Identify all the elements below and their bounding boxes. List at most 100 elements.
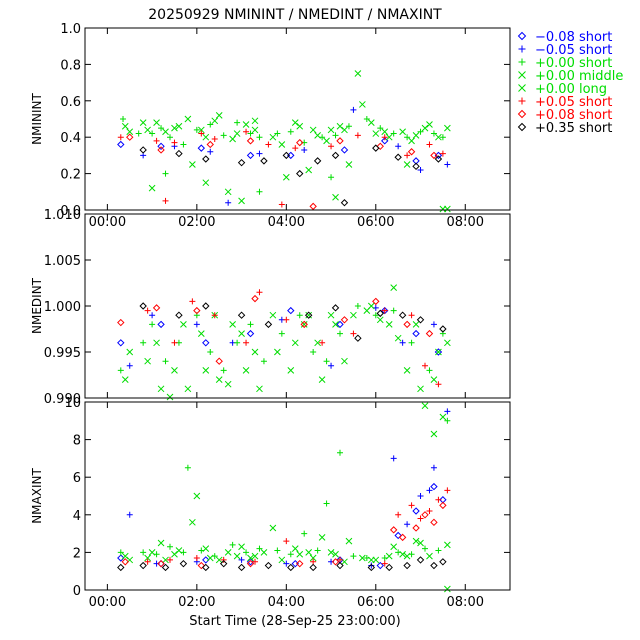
data-point-series-4 (153, 339, 160, 347)
data-point-series-3 (332, 193, 339, 201)
data-point-series-7 (179, 559, 188, 568)
data-point-series-7 (430, 561, 438, 570)
data-point-series-2 (408, 339, 415, 346)
data-point-series-7 (287, 563, 295, 572)
data-point-series-4 (278, 556, 286, 564)
data-point-series-7 (340, 199, 349, 207)
panel-nmedint: 0.990 0.995 1.000 1.005 1.010 NMEDINT (30, 208, 511, 407)
data-point-series-3 (309, 126, 317, 134)
data-point-series-4 (444, 541, 451, 549)
data-point-series-4 (211, 117, 219, 125)
data-point-series-1 (390, 455, 397, 462)
x-tick-label: 08:00 (447, 595, 484, 610)
data-point-series-1 (149, 312, 156, 319)
data-point-series-1 (301, 146, 308, 153)
data-point-series-3 (144, 554, 151, 562)
data-point-series-5 (319, 339, 326, 346)
data-point-series-2 (337, 449, 343, 456)
data-point-series-2 (404, 134, 411, 141)
legend-marker (517, 31, 527, 41)
data-point-series-2 (158, 125, 165, 132)
data-points (117, 284, 451, 401)
data-point-series-0 (117, 339, 125, 347)
data-point-series-5 (381, 560, 388, 567)
data-point-series-3 (202, 179, 210, 187)
data-point-series-4 (175, 547, 183, 554)
x-tick-label: 08:00 (447, 215, 484, 230)
data-point-series-0 (434, 348, 443, 356)
legend-marker (518, 45, 526, 53)
data-point-series-4 (430, 376, 438, 383)
data-point-series-6 (152, 304, 161, 312)
data-point-series-2 (220, 132, 227, 139)
data-point-series-6 (340, 316, 349, 324)
data-point-series-3 (171, 124, 178, 132)
data-point-series-6 (372, 297, 380, 306)
x-tick-label: 06:00 (357, 595, 394, 610)
data-point-series-6 (251, 294, 259, 303)
data-point-series-4 (224, 380, 232, 388)
data-point-series-0 (157, 142, 165, 151)
data-point-series-5 (350, 330, 357, 337)
data-point-series-4 (444, 339, 451, 347)
data-point-series-5 (144, 307, 151, 314)
data-point-series-6 (126, 133, 134, 141)
data-point-series-2 (162, 358, 169, 365)
data-point-series-3 (385, 552, 393, 560)
data-point-series-3 (144, 126, 151, 134)
data-point-series-3 (318, 376, 326, 383)
data-point-series-7 (139, 146, 147, 154)
data-point-series-3 (224, 549, 232, 556)
data-point-series-4 (309, 554, 317, 562)
data-point-series-4 (139, 119, 147, 126)
y-tick-label: 6 (73, 471, 81, 486)
data-point-series-2 (354, 303, 361, 309)
data-point-series-0 (394, 531, 402, 540)
data-point-series-0 (157, 320, 165, 329)
data-point-series-2 (256, 134, 263, 141)
data-point-series-3 (439, 413, 447, 421)
data-point-series-5 (435, 496, 442, 503)
data-point-series-4 (327, 311, 335, 319)
data-point-series-7 (313, 157, 322, 165)
data-point-series-7 (139, 561, 147, 570)
data-point-series-3 (269, 524, 277, 532)
y-axis-label: NMAXINT (30, 468, 44, 524)
data-point-series-6 (430, 151, 438, 160)
data-point-series-4 (341, 357, 348, 365)
legend-label: +0.00 short (535, 56, 612, 71)
data-point-series-3 (305, 549, 313, 556)
data-point-series-7 (385, 563, 393, 572)
y-tick-label: 10 (64, 396, 81, 411)
data-point-series-6 (403, 320, 411, 329)
data-point-series-2 (207, 349, 214, 355)
legend-marker (517, 109, 527, 119)
data-point-series-4 (381, 128, 389, 136)
data-point-series-1 (207, 148, 214, 155)
data-point-series-4 (269, 133, 277, 141)
data-point-series-1 (430, 321, 437, 328)
data-point-series-3 (171, 550, 178, 558)
data-point-series-1 (283, 560, 290, 567)
data-point-series-6 (309, 202, 317, 211)
data-point-series-5 (354, 132, 361, 139)
data-point-series-2 (256, 545, 263, 552)
data-point-series-4 (444, 585, 451, 593)
data-point-series-7 (331, 151, 340, 160)
data-point-series-2 (350, 553, 357, 560)
data-point-series-2 (184, 464, 191, 471)
data-point-series-5 (283, 538, 290, 545)
data-point-series-3 (251, 552, 259, 560)
data-point-series-4 (314, 339, 321, 347)
data-point-series-3 (215, 112, 223, 119)
data-point-series-0 (117, 554, 125, 562)
data-point-series-3 (403, 367, 411, 374)
y-tick-label: 1.005 (44, 254, 81, 269)
data-point-series-4 (215, 556, 223, 564)
data-point-series-2 (149, 321, 156, 328)
data-point-series-7 (264, 561, 273, 570)
data-point-series-6 (336, 137, 344, 145)
data-point-series-5 (211, 312, 218, 319)
data-point-series-6 (157, 146, 165, 154)
data-point-series-4 (126, 128, 134, 136)
